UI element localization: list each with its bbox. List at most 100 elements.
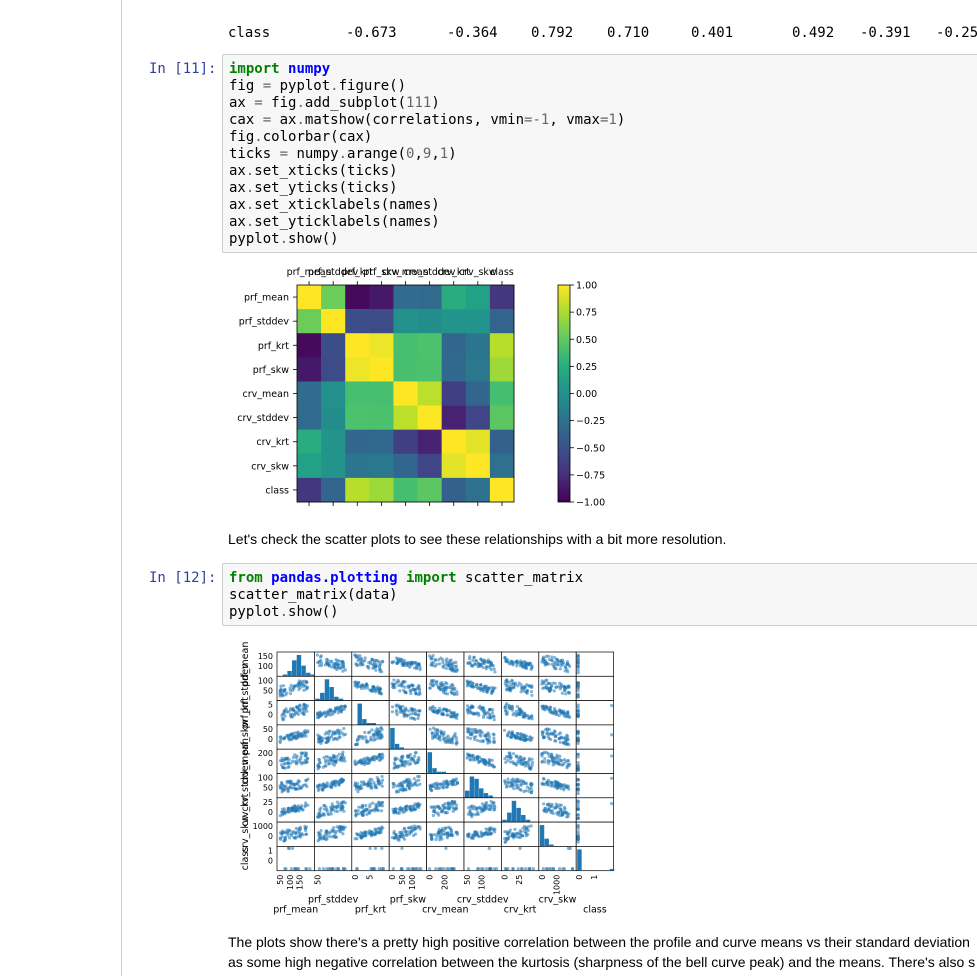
scatter-matrix-panel (426, 846, 465, 872)
scatter-point (342, 809, 346, 813)
scatter-point (527, 765, 531, 769)
scatter-point (292, 836, 296, 840)
scatter-point (318, 836, 322, 840)
scatter-point (406, 826, 411, 830)
scatter-matrix-panel (501, 821, 540, 847)
scatter-point (490, 663, 494, 667)
code-line: fig = pyplot.figure() (229, 78, 977, 95)
histogram-bar (502, 819, 507, 823)
scatter-point (470, 727, 474, 732)
scatter-point (414, 867, 418, 871)
scatter-point (286, 833, 290, 837)
scatter-point (540, 759, 545, 763)
scatter-point (560, 691, 564, 695)
panel-frame (575, 821, 614, 847)
code-cell-11[interactable]: import numpy fig = pyplot.figure() ax = fi… (222, 54, 977, 253)
scatter-point (438, 835, 442, 840)
scatter-point (324, 764, 328, 768)
scatter-point (322, 807, 327, 811)
scatter-point (451, 809, 455, 813)
scatter-point (576, 836, 580, 841)
code-token: numpy (288, 61, 331, 77)
scatter-point (576, 816, 580, 820)
scatter-point (576, 755, 580, 759)
scatter-matrix-panel (538, 700, 577, 726)
scatter-point (486, 803, 490, 808)
scatter-point (305, 784, 309, 789)
scatter-point (335, 729, 339, 733)
scatter-point (470, 836, 474, 840)
scatter-point (330, 802, 334, 806)
scatter-point (353, 759, 357, 763)
code-token: . (296, 95, 305, 111)
scatter-point (294, 835, 299, 839)
scatter-point (576, 686, 580, 691)
scatter-matrix-panel (501, 846, 540, 872)
scatter-point (287, 828, 291, 832)
scatter-matrix-panel (426, 773, 465, 799)
scatter-point (339, 757, 343, 761)
scatter-point (390, 705, 395, 709)
panel-frame (575, 748, 614, 774)
scatter-point (392, 678, 396, 682)
scatter-point (411, 804, 415, 808)
scatter-point (337, 802, 341, 806)
colorbar-tick-label: −1.00 (576, 498, 605, 509)
scatter-point (490, 758, 494, 762)
scatter-point (319, 654, 323, 658)
scatter-point (394, 703, 398, 707)
scatter-point (438, 681, 442, 686)
scatter-point (513, 827, 517, 831)
scatter-point (315, 653, 320, 657)
scatter-point (296, 782, 300, 786)
scatter-point (365, 686, 370, 690)
scatter-point (341, 750, 345, 754)
scatter-point (379, 692, 384, 696)
scatter-point (444, 782, 448, 786)
scatter-point (325, 737, 329, 741)
code-token: scatter_matrix(data) (229, 587, 398, 603)
scatter-point (359, 780, 363, 784)
scatter-matrix-panel (463, 724, 502, 750)
scatter-point (576, 783, 580, 787)
scatter-point (512, 734, 517, 738)
scatter-point (282, 809, 286, 814)
scatter-point (576, 807, 580, 812)
scatter-point (446, 801, 451, 806)
scatter-point (524, 734, 528, 738)
scatter-point (487, 761, 491, 765)
scatter-point (506, 758, 510, 763)
heatmap-cell (345, 429, 370, 455)
scatter-point (335, 754, 339, 759)
scatter-point (322, 812, 326, 816)
scatter-point (325, 829, 329, 833)
scatter-point (553, 706, 557, 711)
scatter-point (436, 711, 440, 715)
scatter-point (576, 804, 580, 808)
scatter-point (321, 788, 325, 792)
output-row-value: -0.25 (936, 25, 977, 41)
scatter-matrix-panel (538, 821, 577, 847)
scatter-point (369, 832, 373, 837)
scatter-point (361, 659, 365, 663)
scatter-point (391, 867, 395, 871)
scatter-point (543, 757, 547, 761)
scatter-point (450, 779, 454, 783)
scatter-point (322, 836, 326, 841)
scatter-point (559, 735, 563, 739)
scatter-point (283, 835, 287, 839)
scatter-point (522, 789, 526, 794)
scatter-point (468, 736, 473, 741)
scatter-point (492, 715, 496, 719)
scatter-col-tick-label: 0 (575, 875, 584, 880)
heatmap-cell (369, 477, 394, 503)
scatter-matrix-panel (351, 773, 390, 799)
code-cell-12[interactable]: from pandas.plotting import scatter_matr… (222, 563, 977, 626)
scatter-point (492, 667, 496, 671)
scatter-point (504, 754, 509, 759)
scatter-point (329, 810, 333, 814)
scatter-point (342, 665, 346, 670)
scatter-point (403, 760, 407, 764)
scatter-point (356, 809, 360, 813)
code-token: . (330, 78, 339, 94)
